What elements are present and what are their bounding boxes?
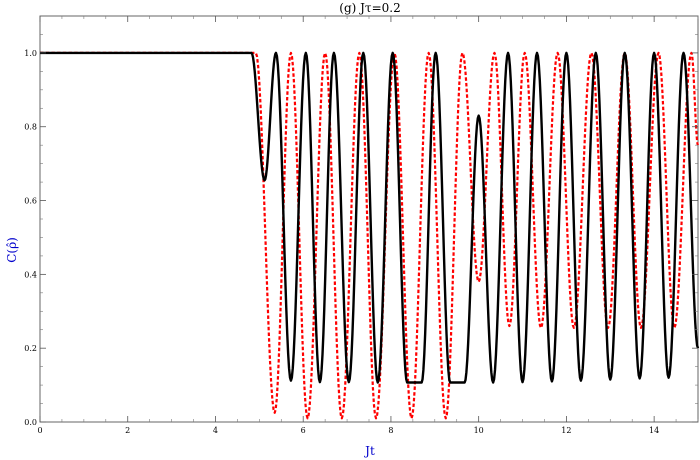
x-tick-label: 10 (474, 426, 484, 435)
y-tick-label: 0.0 (24, 418, 37, 427)
y-tick-label: 0.2 (24, 344, 37, 353)
y-tick-label: 0.6 (24, 197, 37, 206)
y-axis-title: C(ρ̂) (5, 237, 19, 263)
x-tick-label: 12 (561, 426, 571, 435)
y-tick-label: 0.8 (24, 123, 37, 132)
y-tick-label: 0.4 (24, 270, 37, 279)
x-tick-label: 0 (37, 426, 42, 435)
y-tick-label: 1.0 (24, 49, 37, 58)
tick-layer: 0 2 4 6 8 10 12 14 0.0 0.2 0.4 0.6 0.8 1.0 (24, 16, 699, 435)
series-layer (40, 51, 700, 420)
x-tick-label: 6 (301, 426, 306, 435)
x-tick-label: 2 (125, 426, 130, 435)
x-axis-title: Jt (363, 444, 375, 458)
x-tick-label: 8 (388, 426, 393, 435)
x-tick-label: 4 (213, 426, 218, 435)
series-black-solid-line (40, 51, 700, 384)
x-tick-label: 14 (649, 426, 659, 435)
series-red-dashed-line (40, 51, 699, 420)
chart-title: (g) Jτ=0.2 (339, 1, 400, 15)
